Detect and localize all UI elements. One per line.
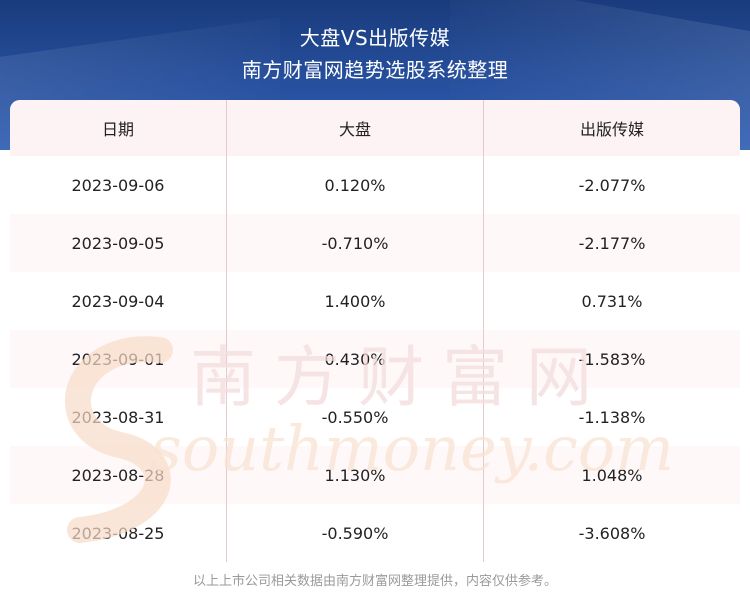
stock-change-cell: 1.048% xyxy=(581,465,643,485)
title-line-2: 南方财富网趋势选股系统整理 xyxy=(241,58,509,82)
stock-change-cell: 0.731% xyxy=(581,291,643,311)
stock-change-cell: -1.583% xyxy=(578,349,646,369)
column-header-date: 日期 xyxy=(10,100,227,156)
market-change-cell: -0.550% xyxy=(227,388,484,446)
column-header-stock: 出版传媒 xyxy=(579,120,644,139)
stock-change-cell: -1.138% xyxy=(578,407,646,427)
market-change-cell: -0.590% xyxy=(227,504,484,562)
stock-change-cell: -2.177% xyxy=(578,233,646,253)
market-change-cell: 1.400% xyxy=(227,272,484,330)
table-row: 2023-09-05 -0.710% -2.177% xyxy=(10,214,740,273)
table-header-row: 日期 大盘 出版传媒 xyxy=(10,100,740,157)
table-row: 2023-08-25 -0.590% -3.608% xyxy=(10,504,740,562)
table-row: 2023-08-28 1.130% 1.048% xyxy=(10,446,740,505)
date-cell: 2023-09-06 xyxy=(10,156,227,214)
market-change-cell: -0.710% xyxy=(227,214,484,272)
column-header-market: 大盘 xyxy=(227,100,484,156)
footer-note: 以上上市公司相关数据由南方财富网整理提供，内容仅供参考。 xyxy=(192,574,557,589)
table-row: 2023-09-01 0.430% -1.583% xyxy=(10,330,740,389)
date-cell: 2023-08-31 xyxy=(10,388,227,446)
date-cell: 2023-08-25 xyxy=(10,504,227,562)
market-change-cell: 1.130% xyxy=(227,446,484,504)
title-line-1: 大盘VS出版传媒 xyxy=(299,26,451,50)
date-cell: 2023-09-04 xyxy=(10,272,227,330)
stock-change-cell: -2.077% xyxy=(578,175,646,195)
date-cell: 2023-09-05 xyxy=(10,214,227,272)
date-cell: 2023-08-28 xyxy=(10,446,227,504)
market-change-cell: 0.430% xyxy=(227,330,484,388)
table-row: 2023-09-06 0.120% -2.077% xyxy=(10,156,740,215)
table-row: 2023-09-04 1.400% 0.731% xyxy=(10,272,740,331)
stock-change-cell: -3.608% xyxy=(578,523,646,543)
table-row: 2023-08-31 -0.550% -1.138% xyxy=(10,388,740,447)
date-cell: 2023-09-01 xyxy=(10,330,227,388)
data-table: 日期 大盘 出版传媒 2023-09-06 0.120% -2.077% 202… xyxy=(10,100,740,562)
market-change-cell: 0.120% xyxy=(227,156,484,214)
